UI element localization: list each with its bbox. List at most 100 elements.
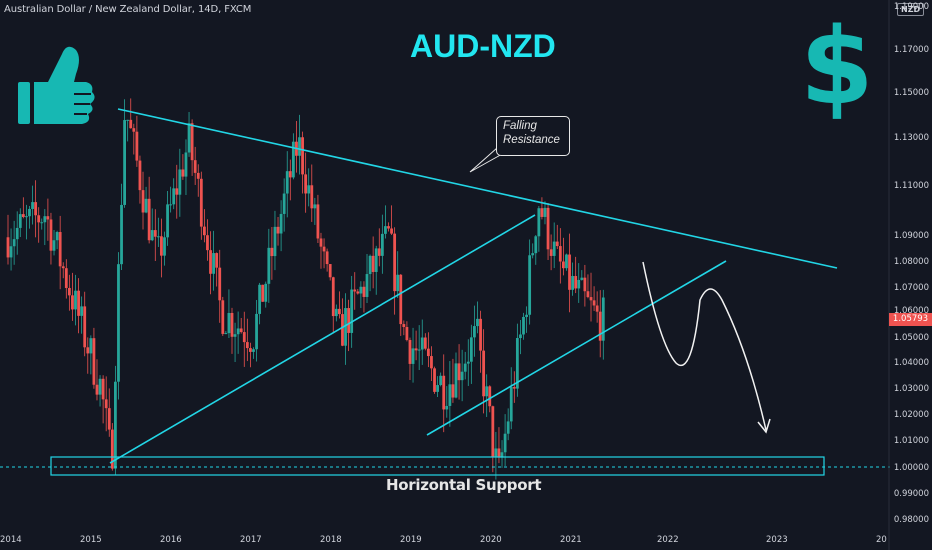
candle-body xyxy=(123,120,127,205)
candle-body xyxy=(227,312,231,334)
candle-body xyxy=(417,349,421,351)
candle-body xyxy=(580,277,584,280)
candle-body xyxy=(37,215,41,223)
time-tick: 2018 xyxy=(320,535,342,545)
candle-body xyxy=(387,226,390,229)
candle-body xyxy=(344,308,347,346)
candle-body xyxy=(126,119,130,121)
candle-body xyxy=(255,313,258,350)
candle-body xyxy=(534,236,538,254)
price-tick: 1.00000 xyxy=(893,463,929,473)
time-tick: 2022 xyxy=(657,535,679,545)
candle-body xyxy=(411,348,415,364)
candle-body xyxy=(104,399,108,409)
candle-body xyxy=(181,169,185,177)
candle-body xyxy=(313,204,317,209)
candle-body xyxy=(592,300,596,306)
candle-body xyxy=(298,137,301,156)
candle-body xyxy=(482,350,486,397)
currency-badge[interactable]: NZD xyxy=(897,3,925,16)
candle-body xyxy=(405,327,409,341)
candle-body xyxy=(206,235,209,251)
candle-body xyxy=(98,378,102,395)
candle-body xyxy=(31,202,34,209)
candle-body xyxy=(433,368,436,392)
candle-body xyxy=(52,240,56,251)
candle-body xyxy=(169,204,173,206)
candle-body xyxy=(509,387,513,422)
candle-body xyxy=(500,452,504,458)
candle-body xyxy=(537,208,541,237)
candle-body xyxy=(80,306,84,316)
price-tick: 1.05000 xyxy=(893,333,929,343)
chart-title: AUD-NZD xyxy=(410,28,556,64)
price-tick: 1.15000 xyxy=(893,88,929,98)
price-tick: 1.02000 xyxy=(893,410,929,420)
time-tick: 2016 xyxy=(160,535,182,545)
rising-support-line-2 xyxy=(426,260,727,436)
time-tick: 2019 xyxy=(400,535,422,545)
candle-body xyxy=(249,348,252,352)
candle-body xyxy=(393,233,397,292)
candle-body xyxy=(92,338,96,385)
time-tick: 2015 xyxy=(80,535,102,545)
candle-body xyxy=(390,228,393,234)
candle-body xyxy=(245,342,249,349)
candle-body xyxy=(15,227,19,240)
candle-body xyxy=(515,338,519,389)
candle-body xyxy=(463,363,467,372)
candle-body xyxy=(328,264,332,278)
candle-body xyxy=(110,429,114,469)
candle-body xyxy=(55,232,59,241)
candle-body xyxy=(402,324,406,328)
candle-body xyxy=(497,448,501,458)
candle-body xyxy=(512,387,516,389)
candle-body xyxy=(25,216,28,218)
candle-body xyxy=(9,246,13,258)
candle-body xyxy=(107,408,111,430)
candle-body xyxy=(519,334,522,339)
candle-body xyxy=(494,448,498,457)
candle-body xyxy=(436,385,439,392)
price-tick: 0.98000 xyxy=(893,515,929,525)
callout-line-2: Resistance xyxy=(503,134,560,146)
candle-body xyxy=(334,308,338,317)
candle-body xyxy=(77,290,80,316)
candle-body xyxy=(264,283,268,302)
candle-body xyxy=(506,421,510,434)
candle-body xyxy=(528,255,532,315)
candle-body xyxy=(34,202,38,216)
candle-body xyxy=(224,333,228,335)
price-tick: 1.19000 xyxy=(893,2,929,12)
candle-body xyxy=(95,384,99,395)
candle-body xyxy=(187,123,191,153)
candle-body xyxy=(583,277,587,292)
candle-body xyxy=(46,216,50,220)
price-tick: 1.01000 xyxy=(893,436,929,446)
candle-body xyxy=(439,375,443,386)
candle-body xyxy=(236,328,240,335)
candle-body xyxy=(71,295,74,310)
candle-body xyxy=(399,274,403,325)
candle-body xyxy=(371,255,375,272)
callout-line-1: Falling xyxy=(503,120,537,132)
candle-body xyxy=(571,276,575,290)
candle-body xyxy=(43,216,47,223)
candle-body xyxy=(190,123,194,161)
candle-body xyxy=(476,318,479,327)
candle-body xyxy=(549,249,553,256)
dollar-icon: $ xyxy=(800,5,874,128)
rising-support-line-1 xyxy=(109,214,536,464)
candle-body xyxy=(166,204,169,238)
time-tick: 2017 xyxy=(240,535,262,545)
candle-body xyxy=(178,169,182,195)
falling-resistance-callout: Falling Resistance xyxy=(496,116,570,156)
candle-body xyxy=(469,337,473,362)
candle-body xyxy=(408,340,412,364)
candle-body xyxy=(86,347,90,354)
candle-body xyxy=(430,356,433,369)
price-tick: 1.13000 xyxy=(893,133,929,143)
candle-body xyxy=(212,253,215,274)
candle-body xyxy=(568,254,571,290)
